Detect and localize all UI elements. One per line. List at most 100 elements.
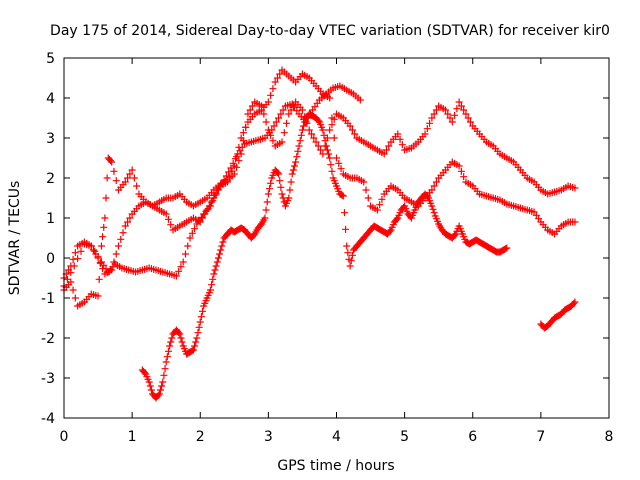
data-point (226, 173, 234, 181)
data-point (176, 330, 184, 338)
data-point (428, 114, 436, 122)
x-tick-label: 8 (605, 429, 614, 445)
data-point (175, 329, 183, 337)
data-point (330, 134, 338, 142)
data-point (175, 267, 183, 275)
data-point (197, 313, 205, 321)
x-axis-label: GPS time / hours (277, 458, 394, 474)
data-point (117, 235, 125, 243)
data-point (264, 126, 272, 134)
data-point (214, 186, 222, 194)
data-point (97, 242, 105, 250)
data-point (428, 202, 436, 210)
data-point (219, 238, 227, 246)
data-point (110, 258, 118, 266)
data-point (289, 102, 297, 110)
data-point (453, 105, 461, 113)
data-point (325, 150, 333, 158)
data-point (301, 118, 309, 126)
data-point (161, 365, 169, 373)
data-point (294, 147, 302, 155)
data-point (237, 134, 245, 142)
data-point (333, 154, 340, 162)
data-point (340, 209, 348, 217)
data-point (90, 246, 98, 254)
data-point (87, 242, 95, 250)
data-point (457, 102, 465, 110)
data-point (275, 114, 283, 122)
data-point (462, 110, 470, 118)
data-point (205, 202, 213, 210)
data-point (285, 110, 293, 118)
data-point (276, 177, 284, 185)
y-tick-label: 5 (46, 51, 55, 67)
data-point (346, 122, 354, 130)
x-tick-label: 7 (536, 429, 545, 445)
data-point (283, 119, 291, 127)
data-point (210, 194, 218, 202)
data-point (288, 170, 296, 178)
data-point (455, 162, 463, 170)
data-point (99, 233, 107, 241)
data-point (69, 286, 77, 294)
data-point (126, 170, 134, 178)
data-point (503, 244, 511, 252)
data-point (321, 137, 329, 145)
data-point (230, 162, 238, 170)
data-point (347, 257, 355, 265)
data-point (216, 250, 224, 258)
data-point (571, 218, 579, 226)
data-point (208, 281, 216, 289)
data-point (133, 182, 141, 190)
data-point (269, 85, 277, 93)
y-tick-label: -1 (41, 291, 55, 307)
data-point (211, 266, 219, 274)
data-point (145, 378, 153, 386)
data-point (213, 258, 221, 266)
data-point (115, 242, 122, 250)
data-point (188, 229, 196, 237)
data-point (124, 174, 132, 182)
data-point (191, 342, 199, 350)
data-point (108, 266, 116, 274)
data-point (451, 231, 459, 239)
data-point (147, 386, 155, 394)
data-point (343, 242, 351, 250)
data-point (121, 178, 129, 186)
data-point (428, 186, 436, 194)
data-point (65, 266, 73, 274)
data-point (273, 169, 281, 177)
data-point (178, 338, 186, 346)
data-point (96, 259, 104, 267)
data-point (287, 106, 295, 114)
data-point (194, 329, 202, 337)
data-point (320, 131, 328, 139)
data-point (276, 70, 284, 78)
y-tick-label: 2 (46, 171, 55, 187)
data-point (74, 255, 82, 263)
data-point (162, 358, 170, 366)
x-tick-label: 1 (128, 429, 137, 445)
data-point (164, 215, 172, 223)
x-tick-label: 4 (332, 429, 341, 445)
data-point (244, 110, 252, 118)
data-point (168, 334, 176, 342)
data-point (278, 138, 286, 146)
data-point (167, 338, 175, 346)
data-point (210, 270, 218, 278)
data-point (179, 258, 187, 266)
data-point (199, 214, 207, 222)
data-point (571, 184, 579, 192)
data-point (272, 118, 280, 126)
data-point (71, 294, 79, 302)
data-point (314, 117, 322, 125)
data-point (225, 168, 233, 176)
data-point (141, 369, 149, 377)
data-point (432, 106, 440, 114)
data-point (348, 251, 356, 259)
data-point (121, 222, 129, 230)
data-point (396, 135, 404, 143)
data-point (380, 150, 388, 158)
data-point (457, 167, 465, 175)
